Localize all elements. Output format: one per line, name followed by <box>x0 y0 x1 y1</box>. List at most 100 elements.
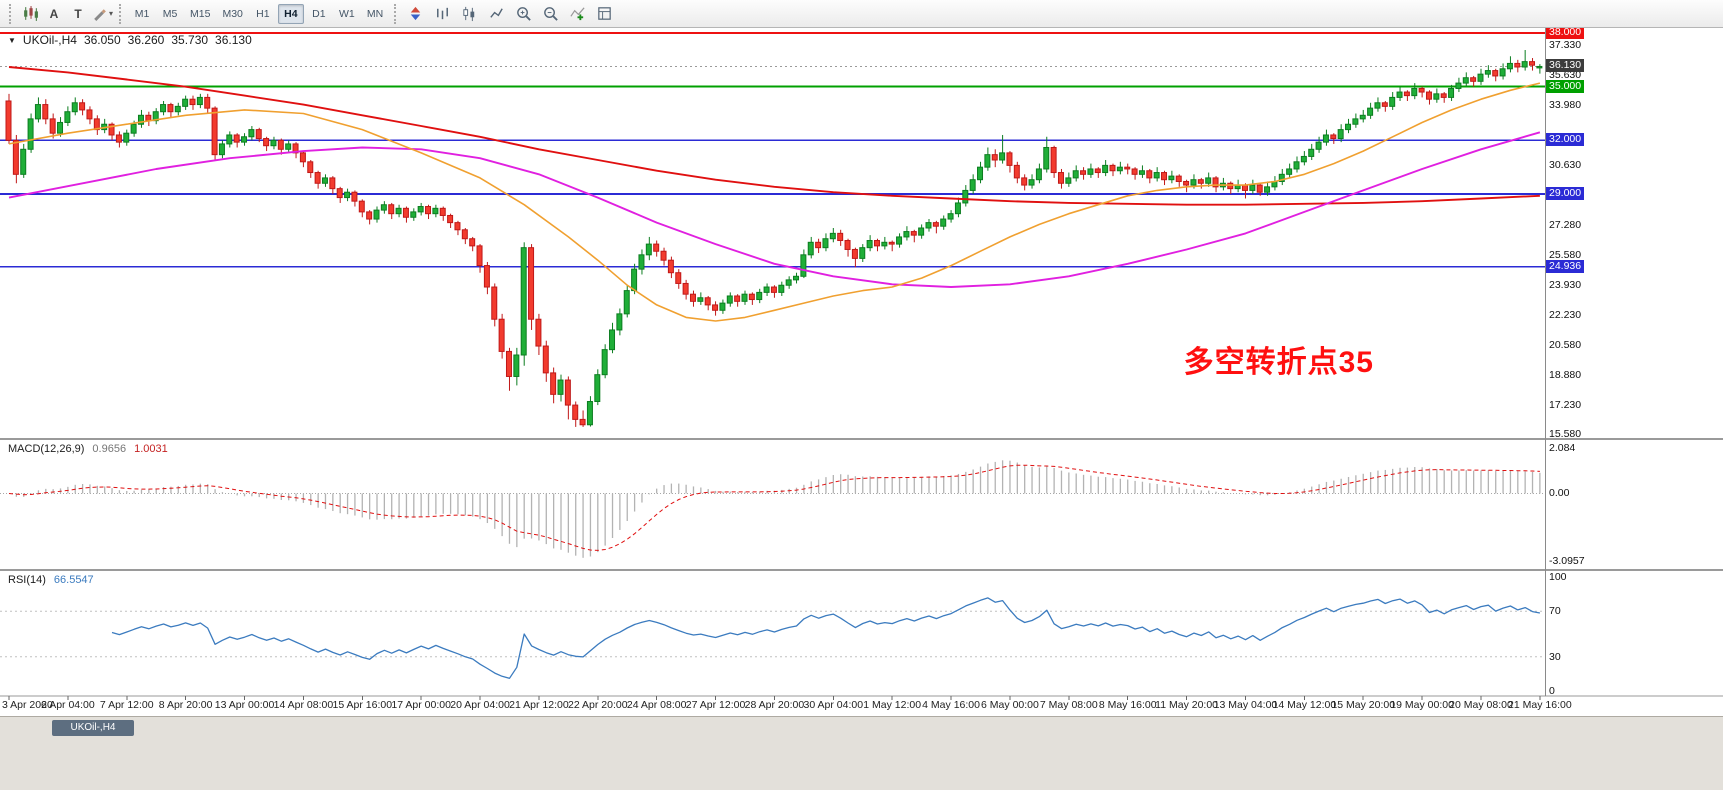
cursor-tool-button[interactable]: T <box>66 3 90 25</box>
candle-body <box>174 105 181 113</box>
main-toolbar: A T ▾ M1 M5 M15 M30 H1 H4 D1 W1 MN <box>0 0 1723 28</box>
candle-body <box>27 118 34 150</box>
candle-body <box>1161 172 1168 181</box>
time-axis-label: 20 May 08:00 <box>1449 699 1513 711</box>
candle-body <box>255 129 262 140</box>
candle-body <box>1094 168 1101 174</box>
candle-body <box>1138 170 1145 175</box>
candle-body <box>42 104 49 120</box>
time-axis-label: 28 Apr 20:00 <box>744 699 805 711</box>
candle-body <box>1411 87 1418 97</box>
candle-body <box>631 268 638 292</box>
toolbar-grip[interactable] <box>119 3 123 24</box>
candle-body <box>1477 73 1484 82</box>
toolbar-grip[interactable] <box>9 3 13 24</box>
toolbar-grip[interactable] <box>394 3 398 24</box>
price-line-label: 24.936 <box>1546 259 1585 273</box>
candle-body <box>1175 175 1182 182</box>
candle-body <box>233 134 240 143</box>
candle-body <box>49 118 56 134</box>
macd-label: MACD(12,26,9) 0.9656 1.0031 <box>8 443 168 455</box>
macd-signal-line <box>8 464 1540 551</box>
price-tick-label: 18.880 <box>1549 369 1582 382</box>
time-axis-label: 3 Apr 2020 <box>2 699 53 711</box>
price-tick-label: 25.580 <box>1549 249 1582 262</box>
time-axis-label: 17 Apr 00:00 <box>391 699 451 711</box>
zoom-out-icon <box>543 7 558 21</box>
chart-annotation-text[interactable]: 多空转折点35 <box>1183 346 1374 380</box>
zoom-out-button[interactable] <box>538 3 562 25</box>
time-axis-label: 13 Apr 00:00 <box>214 699 275 711</box>
time-axis-label: 14 May 12:00 <box>1272 699 1337 711</box>
candle-body <box>645 243 652 256</box>
line-chart-button[interactable] <box>484 3 508 25</box>
candle-body <box>160 104 167 113</box>
rsi-axis-label: 0 <box>1549 685 1555 697</box>
macd-layer <box>0 460 1545 558</box>
candle-body <box>734 295 741 302</box>
timeframe-H4[interactable]: H4 <box>277 3 304 24</box>
candle-body <box>1337 129 1344 140</box>
candle-body <box>881 241 888 247</box>
timeframe-M30[interactable]: M30 <box>217 4 247 24</box>
price-tick-label: 15.580 <box>1549 428 1582 441</box>
time-ticks-layer <box>8 696 1541 700</box>
candlestick-mini-icon <box>23 6 38 21</box>
timeframe-M15[interactable]: M15 <box>185 4 215 24</box>
new-order-button[interactable] <box>403 3 427 25</box>
price-line-label: 35.000 <box>1546 79 1585 93</box>
candle-body <box>439 207 446 216</box>
candle-body <box>689 293 696 302</box>
candle-body <box>896 236 903 245</box>
timeframe-M5[interactable]: M5 <box>157 4 183 24</box>
price-tick-label: 27.280 <box>1549 218 1582 231</box>
new-order-icon <box>410 6 420 21</box>
candle-body <box>285 143 292 150</box>
candle-body <box>1352 118 1359 125</box>
time-axis-label: 15 May 20:00 <box>1331 699 1396 711</box>
candle-body <box>726 295 733 304</box>
time-axis-label: 1 May 12:00 <box>863 699 922 711</box>
timeframe-H1[interactable]: H1 <box>250 4 276 24</box>
rsi-axis-label: 100 <box>1549 571 1567 583</box>
draw-tool-button[interactable]: ▾ <box>90 3 114 25</box>
timeframe-W1[interactable]: W1 <box>334 4 360 24</box>
candle-body <box>1227 182 1234 190</box>
zoom-in-button[interactable] <box>511 3 535 25</box>
candle-body <box>697 297 704 302</box>
candle-body <box>1440 93 1447 98</box>
timeframe-MN[interactable]: MN <box>362 4 388 24</box>
candle-body <box>616 313 623 331</box>
bar-chart-button[interactable] <box>430 3 454 25</box>
ohlc-open: 36.050 <box>83 33 121 47</box>
charts-menu-button[interactable] <box>18 3 42 25</box>
candle-body <box>108 123 115 136</box>
candle-body <box>1028 179 1035 186</box>
macd-axis-max: 2.084 <box>1549 442 1576 454</box>
candle-body <box>829 232 836 240</box>
candle-body <box>785 279 792 286</box>
timeframe-M1[interactable]: M1 <box>129 4 155 24</box>
candle-body <box>1536 65 1543 69</box>
cursor-tool-icon: T <box>74 6 82 21</box>
text-tool-button[interactable]: A <box>42 3 66 25</box>
candle-body <box>402 207 409 218</box>
candle-body <box>1455 82 1462 89</box>
candle-body <box>130 123 137 134</box>
candle-body <box>491 286 498 320</box>
chart-tab[interactable]: UKOil-,H4 <box>52 720 134 736</box>
time-axis-label: 21 Apr 12:00 <box>509 699 569 711</box>
timeframe-D1[interactable]: D1 <box>306 4 332 24</box>
time-axis-label: 24 Apr 08:00 <box>626 699 687 711</box>
candle-body <box>675 272 682 284</box>
candle-body <box>1322 134 1329 143</box>
time-axis-label: 14 Apr 08:00 <box>273 699 334 711</box>
candle-body <box>1425 91 1432 100</box>
candle-body <box>20 148 27 175</box>
chart-canvas[interactable] <box>0 0 1723 716</box>
indicators-button[interactable] <box>565 3 589 25</box>
ohlc-close: 36.130 <box>215 33 252 47</box>
templates-button[interactable] <box>592 3 616 25</box>
candlestick-chart-button[interactable] <box>457 3 481 25</box>
rsi-line <box>111 597 1541 679</box>
